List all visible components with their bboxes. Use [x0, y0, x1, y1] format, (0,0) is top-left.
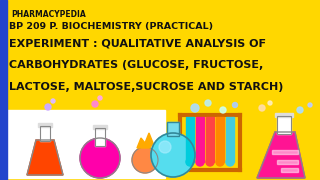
Bar [95, 128, 105, 146]
Circle shape [268, 101, 272, 105]
Bar [186, 117, 194, 162]
Text: CARBOHYDRATES (GLUCOSE, FRUCTOSE,: CARBOHYDRATES (GLUCOSE, FRUCTOSE, [9, 60, 263, 70]
Circle shape [308, 103, 312, 107]
Bar [167, 122, 179, 136]
Circle shape [191, 104, 199, 112]
Bar [277, 160, 298, 164]
Bar [38, 123, 52, 127]
Bar [93, 125, 107, 129]
Circle shape [196, 158, 204, 166]
Polygon shape [257, 132, 305, 178]
Circle shape [51, 99, 55, 103]
Circle shape [98, 96, 102, 100]
Bar [272, 150, 298, 154]
Circle shape [220, 107, 226, 113]
Circle shape [159, 141, 171, 153]
Bar [216, 117, 224, 162]
Bar [167, 122, 179, 136]
Bar [277, 116, 291, 134]
Bar [95, 128, 105, 146]
Polygon shape [27, 140, 63, 175]
Circle shape [205, 100, 211, 106]
Circle shape [226, 158, 234, 166]
Circle shape [80, 138, 120, 178]
Circle shape [45, 104, 51, 110]
Bar [281, 168, 298, 172]
Circle shape [151, 133, 195, 177]
Bar [206, 117, 214, 162]
Circle shape [92, 101, 98, 107]
Bar [275, 113, 293, 117]
Circle shape [206, 158, 214, 166]
Bar [7, 110, 165, 178]
Circle shape [233, 102, 237, 107]
Bar [0, 0, 7, 180]
Bar [40, 126, 50, 141]
Circle shape [297, 107, 303, 113]
Polygon shape [137, 133, 153, 148]
Text: LACTOSE, MALTOSE,SUCROSE AND STARCH): LACTOSE, MALTOSE,SUCROSE AND STARCH) [9, 82, 284, 92]
Circle shape [216, 158, 224, 166]
Bar [226, 117, 234, 162]
Circle shape [186, 158, 194, 166]
Bar [277, 116, 291, 134]
Text: EXPERIMENT : QUALITATIVE ANALYSIS OF: EXPERIMENT : QUALITATIVE ANALYSIS OF [9, 38, 266, 48]
Circle shape [259, 105, 265, 111]
Bar [196, 117, 204, 162]
Text: BP 209 P. BIOCHEMISTRY (PRACTICAL): BP 209 P. BIOCHEMISTRY (PRACTICAL) [9, 22, 213, 31]
Bar [40, 126, 50, 141]
Circle shape [132, 147, 158, 173]
Text: PHARMACYPEDIA: PHARMACYPEDIA [11, 10, 86, 19]
